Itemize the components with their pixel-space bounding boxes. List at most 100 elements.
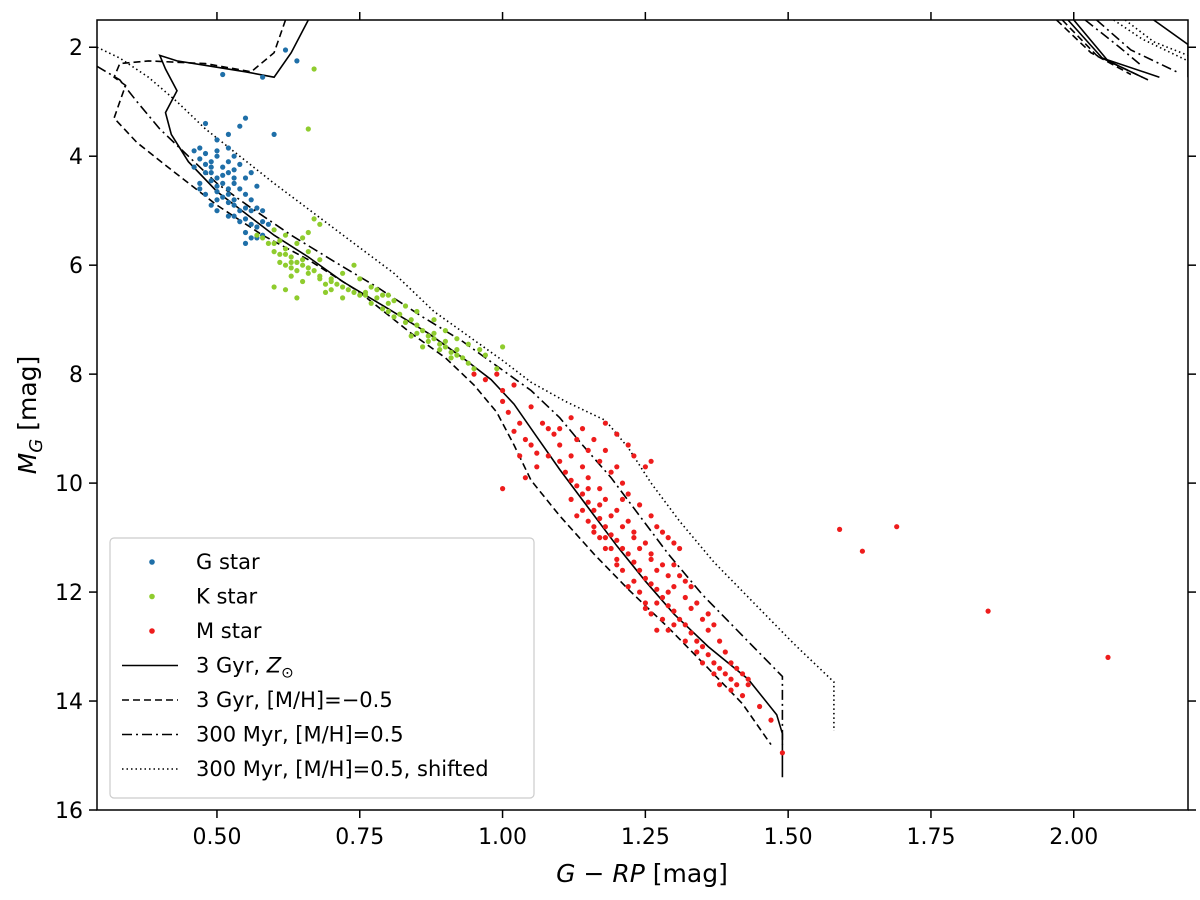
- m-star-point: [625, 584, 631, 590]
- m-star-point: [585, 475, 591, 481]
- m-star-point: [619, 545, 626, 552]
- k-star-point: [305, 229, 311, 236]
- legend-label: 3 Gyr, Z⊙: [196, 654, 294, 682]
- legend-label: 3 Gyr, [M/H]=−0.5: [196, 688, 393, 712]
- k-star-point: [311, 66, 317, 72]
- k-star-point: [357, 276, 363, 282]
- g-star-point: [248, 197, 254, 203]
- g-star-point: [265, 221, 271, 227]
- m-star-point: [768, 717, 774, 723]
- k-star-point: [345, 287, 351, 293]
- legend-marker-g-star: [149, 559, 155, 565]
- x-axis-label: G − RP [mag]: [556, 859, 728, 888]
- m-star-point: [597, 535, 603, 541]
- m-star-point: [985, 608, 991, 614]
- x-tick-label: 0.75: [335, 825, 384, 850]
- m-star-point: [648, 581, 654, 587]
- g-star-point: [202, 120, 209, 127]
- m-star-point: [671, 584, 677, 590]
- m-star-point: [625, 491, 631, 497]
- k-star-point: [351, 289, 357, 295]
- m-star-point: [734, 682, 740, 688]
- g-star-point: [208, 170, 214, 176]
- k-star-point: [385, 300, 391, 306]
- g-star-point: [208, 159, 214, 165]
- k-star-point: [397, 311, 403, 317]
- k-star-point: [305, 270, 311, 276]
- m-star-point: [625, 518, 631, 524]
- k-star-point: [282, 251, 289, 257]
- k-star-point: [328, 278, 334, 285]
- isochrone-upper-track: [1056, 20, 1132, 76]
- k-star-point: [254, 232, 260, 238]
- m-star-point: [1105, 654, 1111, 661]
- m-star-point: [602, 535, 609, 541]
- k-star-point: [385, 308, 391, 315]
- m-star-point: [637, 589, 643, 595]
- k-star-point: [414, 330, 420, 336]
- m-star-point: [671, 622, 677, 628]
- m-star-point: [705, 611, 711, 617]
- g-star-point: [248, 221, 254, 227]
- g-star-point: [242, 216, 249, 222]
- m-star-point: [591, 507, 597, 513]
- m-star-point: [597, 458, 603, 464]
- m-star-point: [837, 526, 843, 533]
- k-star-point: [311, 216, 317, 222]
- k-star-point: [340, 284, 346, 290]
- m-star-point: [705, 652, 711, 658]
- m-star-point: [579, 491, 586, 497]
- g-star-point: [231, 180, 237, 186]
- m-star-point: [637, 567, 643, 573]
- g-star-point: [242, 175, 249, 181]
- m-star-point: [682, 638, 688, 644]
- m-star-point: [619, 524, 626, 530]
- isochrone-lines: [97, 20, 1188, 778]
- g-star-point: [214, 189, 220, 195]
- m-star-point: [500, 486, 506, 492]
- m-star-point: [614, 537, 620, 543]
- g-star-point: [225, 159, 231, 165]
- m-star-point: [608, 545, 614, 552]
- k-star-point: [340, 295, 346, 301]
- g-star-point: [260, 208, 266, 214]
- m-star-point: [642, 600, 649, 606]
- m-star-point: [517, 453, 523, 459]
- m-star-point: [779, 750, 786, 756]
- g-star-point: [242, 229, 249, 236]
- m-star-point: [631, 578, 637, 584]
- g-star-point: [231, 153, 237, 159]
- m-star-point: [625, 442, 631, 448]
- k-star-point: [442, 344, 448, 350]
- k-star-point: [437, 347, 443, 353]
- m-star-point: [654, 600, 660, 606]
- k-star-point: [431, 336, 437, 342]
- m-star-point: [568, 477, 574, 483]
- x-tick-label: 1.50: [764, 825, 813, 850]
- k-star-point: [271, 240, 277, 246]
- g-star-point: [282, 47, 289, 53]
- isochrone-300-myr-m-h-0-5-shifted: [97, 46, 835, 731]
- k-star-point: [454, 347, 460, 353]
- m-star-point: [717, 665, 723, 671]
- legend-marker-k-star: [149, 593, 155, 600]
- m-star-point: [608, 532, 614, 538]
- g-star-point: [214, 137, 220, 143]
- k-star-point: [305, 265, 311, 271]
- m-star-point: [602, 420, 609, 426]
- k-star-point: [288, 259, 294, 265]
- k-star-point: [391, 298, 397, 304]
- k-star-point: [277, 238, 283, 244]
- k-star-point: [317, 276, 323, 282]
- g-star-point: [242, 191, 249, 197]
- legend-label: 300 Myr, [M/H]=0.5, shifted: [196, 757, 489, 781]
- m-star-point: [500, 398, 506, 404]
- m-star-point: [665, 627, 671, 633]
- m-star-point: [551, 431, 557, 437]
- m-star-point: [665, 535, 671, 541]
- k-star-point: [374, 287, 380, 293]
- k-star-point: [357, 292, 363, 298]
- g-star-point: [248, 170, 254, 176]
- y-tick-label: 10: [55, 472, 83, 497]
- k-star-point: [328, 287, 334, 293]
